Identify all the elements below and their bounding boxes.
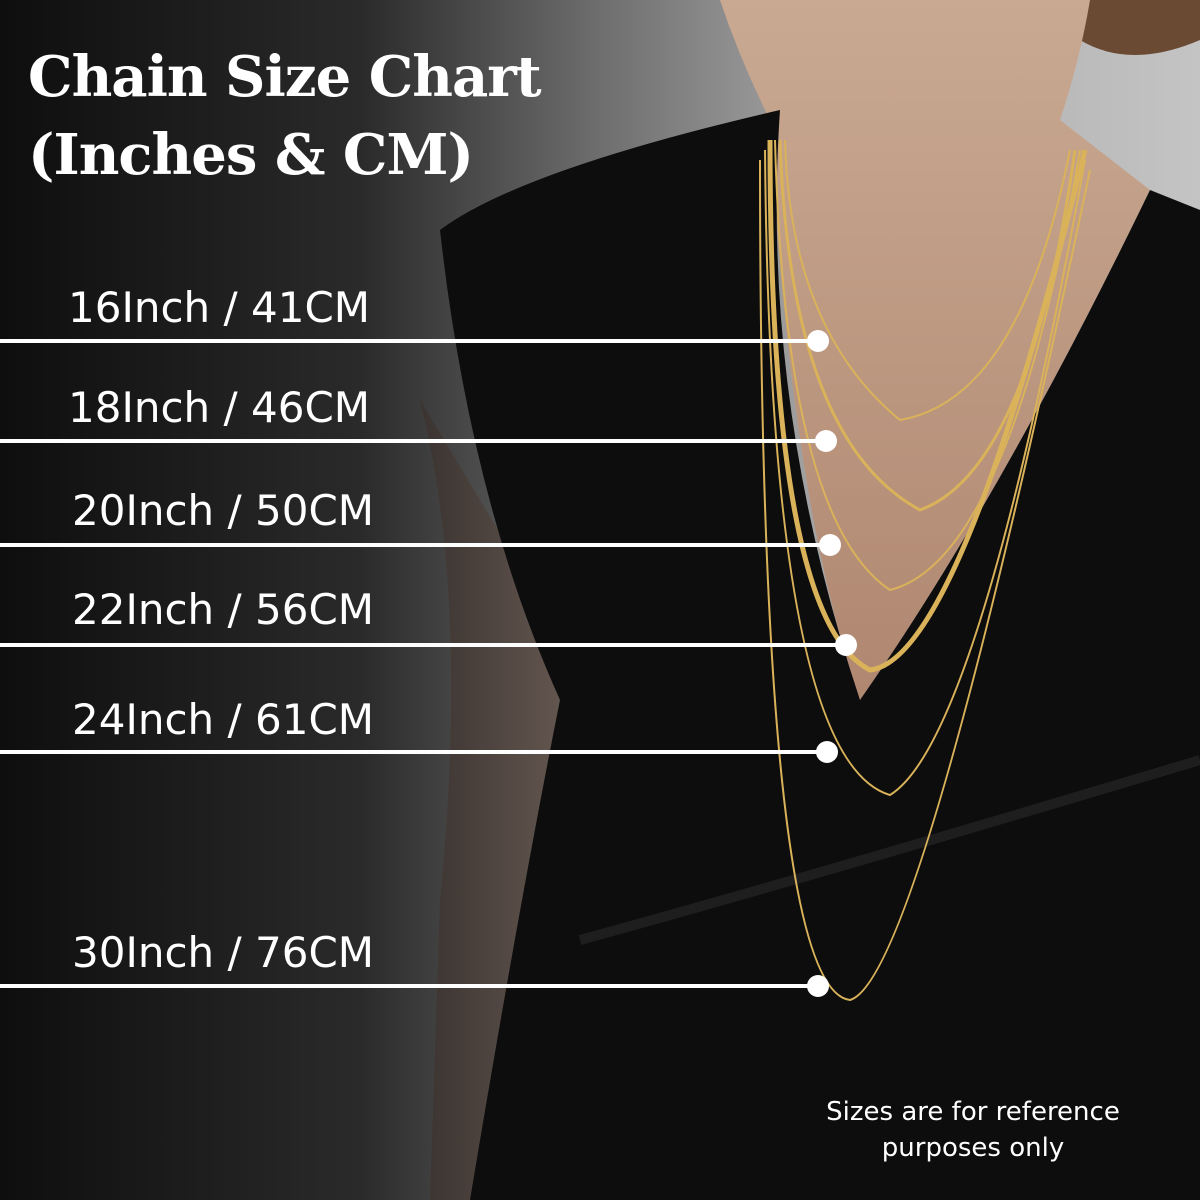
- dress-fold: [578, 755, 1200, 945]
- size-label-30: 30Inch / 76CM: [72, 928, 375, 977]
- chain-20: [774, 139, 1081, 592]
- chain-16: [784, 139, 1071, 422]
- page-title: Chain Size Chart (Inches & CM): [28, 38, 542, 194]
- neck-skin: [720, 0, 1150, 700]
- reference-note: Sizes are for reference purposes only: [826, 1097, 1120, 1163]
- size-marker-dot-20: [819, 534, 841, 556]
- chain-30: [759, 159, 1091, 1002]
- size-marker-dot-22: [835, 634, 857, 656]
- title-line-2: (Inches & CM): [28, 122, 474, 188]
- size-marker-dot-18: [815, 430, 837, 452]
- chain-24: [764, 149, 1086, 797]
- size-label-24: 24Inch / 61CM: [72, 695, 375, 744]
- size-label-16: 16Inch / 41CM: [68, 283, 371, 332]
- chains: [759, 139, 1091, 1002]
- size-marker-dot-24: [816, 741, 838, 763]
- chain-22: [767, 139, 1088, 673]
- size-label-18: 18Inch / 46CM: [68, 383, 371, 432]
- size-marker-dot-16: [807, 330, 829, 352]
- size-label-22: 22Inch / 56CM: [72, 585, 375, 634]
- size-label-20: 20Inch / 50CM: [72, 486, 375, 535]
- size-marker-dot-30: [807, 975, 829, 997]
- title-line-1: Chain Size Chart: [28, 44, 542, 110]
